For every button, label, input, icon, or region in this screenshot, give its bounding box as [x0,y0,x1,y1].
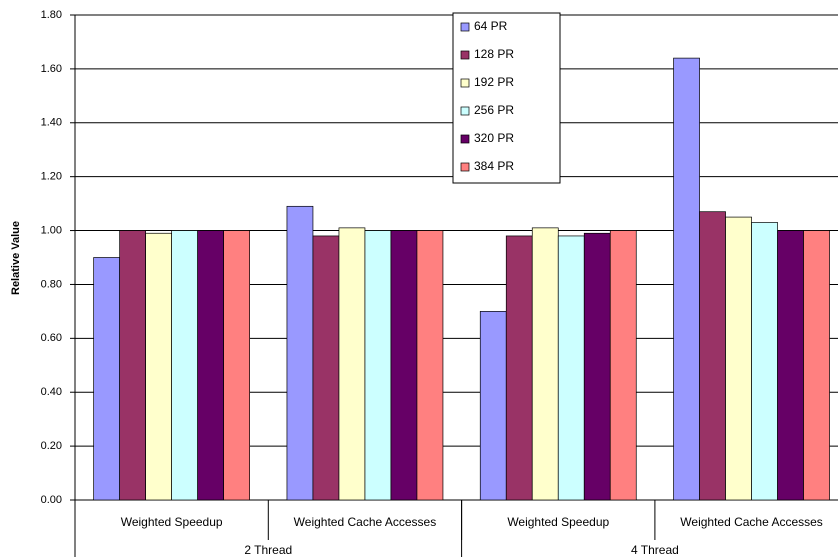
legend-swatch [460,22,470,32]
bar [312,235,340,501]
legend-swatch [460,134,470,144]
bar [699,211,726,501]
legend-label: 384 PR [474,159,514,173]
legend-label: 64 PR [474,19,508,33]
legend-swatch [460,50,470,60]
group-label: 2 Thread [244,543,292,557]
legend-label: 320 PR [474,131,514,145]
bar [119,230,147,501]
legend-swatch [460,106,470,116]
bar [364,230,392,501]
bar [93,257,121,501]
bar [609,230,637,501]
bar [145,232,172,501]
y-axis-title: Relative Value [10,221,22,295]
bar [557,235,585,501]
y-tick-label: 1.80 [41,9,62,21]
bar [286,205,314,501]
bar [583,232,611,501]
y-tick-label: 1.20 [41,171,62,183]
y-tick-label: 0.00 [41,494,62,506]
bar [725,216,752,501]
y-tick-label: 1.40 [41,117,62,129]
legend-label: 192 PR [474,75,514,89]
legend-label: 256 PR [474,103,514,117]
legend-label: 128 PR [474,47,514,61]
y-tick-label: 0.20 [41,440,62,452]
bar [416,230,444,501]
legend-swatch [460,78,470,88]
bar [673,57,700,501]
y-tick-label: 1.60 [41,63,62,75]
y-tick-label: 1.00 [41,224,62,236]
group-label: 4 Thread [631,543,679,557]
bar [479,311,507,501]
legend-swatch [460,162,470,172]
x-tick-label: Weighted Speedup [507,515,609,529]
bar [390,230,418,501]
bar [223,230,250,501]
y-tick-label: 0.60 [41,332,62,344]
y-tick-label: 0.40 [41,386,62,398]
bar [338,227,366,501]
bar [197,230,224,501]
legend-box [452,12,561,184]
x-tick-label: Weighted Cache Accesses [680,515,823,529]
bar [803,230,830,501]
x-tick-label: Weighted Speedup [121,515,223,529]
bar [751,222,778,501]
bar [171,230,198,501]
bar [531,227,559,501]
bar [505,235,533,501]
bar [777,230,804,501]
x-tick-label: Weighted Cache Accesses [294,515,437,529]
y-tick-label: 0.80 [41,278,62,290]
